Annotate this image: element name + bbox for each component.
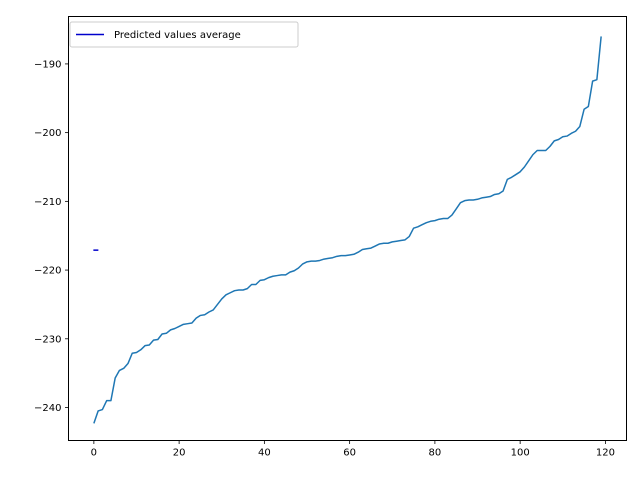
y-tick-label: −200 <box>34 128 61 139</box>
legend: Predicted values average <box>69 21 299 48</box>
y-tick-label: −210 <box>34 197 61 208</box>
x-tick-label: 120 <box>596 448 615 459</box>
x-tick-label: 100 <box>511 448 530 459</box>
y-axis-ticks: −240 −230 −220 −210 −200 −190 <box>34 60 69 414</box>
y-tick-label: −230 <box>34 334 61 345</box>
series-layer <box>93 36 602 424</box>
legend-label: Predicted values average <box>114 30 241 41</box>
x-tick-label: 0 <box>91 448 97 459</box>
y-tick-label: −190 <box>34 60 61 71</box>
series-line <box>93 36 602 424</box>
x-tick-label: 40 <box>258 448 271 459</box>
legend-box <box>69 21 299 48</box>
y-tick-label: −240 <box>34 403 61 414</box>
x-axis-ticks: 0 20 40 60 80 100 120 <box>91 440 615 459</box>
x-tick-label: 20 <box>173 448 186 459</box>
x-tick-label: 80 <box>429 448 442 459</box>
y-tick-label: −220 <box>34 266 61 277</box>
x-tick-label: 60 <box>343 448 356 459</box>
plot-frame <box>68 16 627 441</box>
